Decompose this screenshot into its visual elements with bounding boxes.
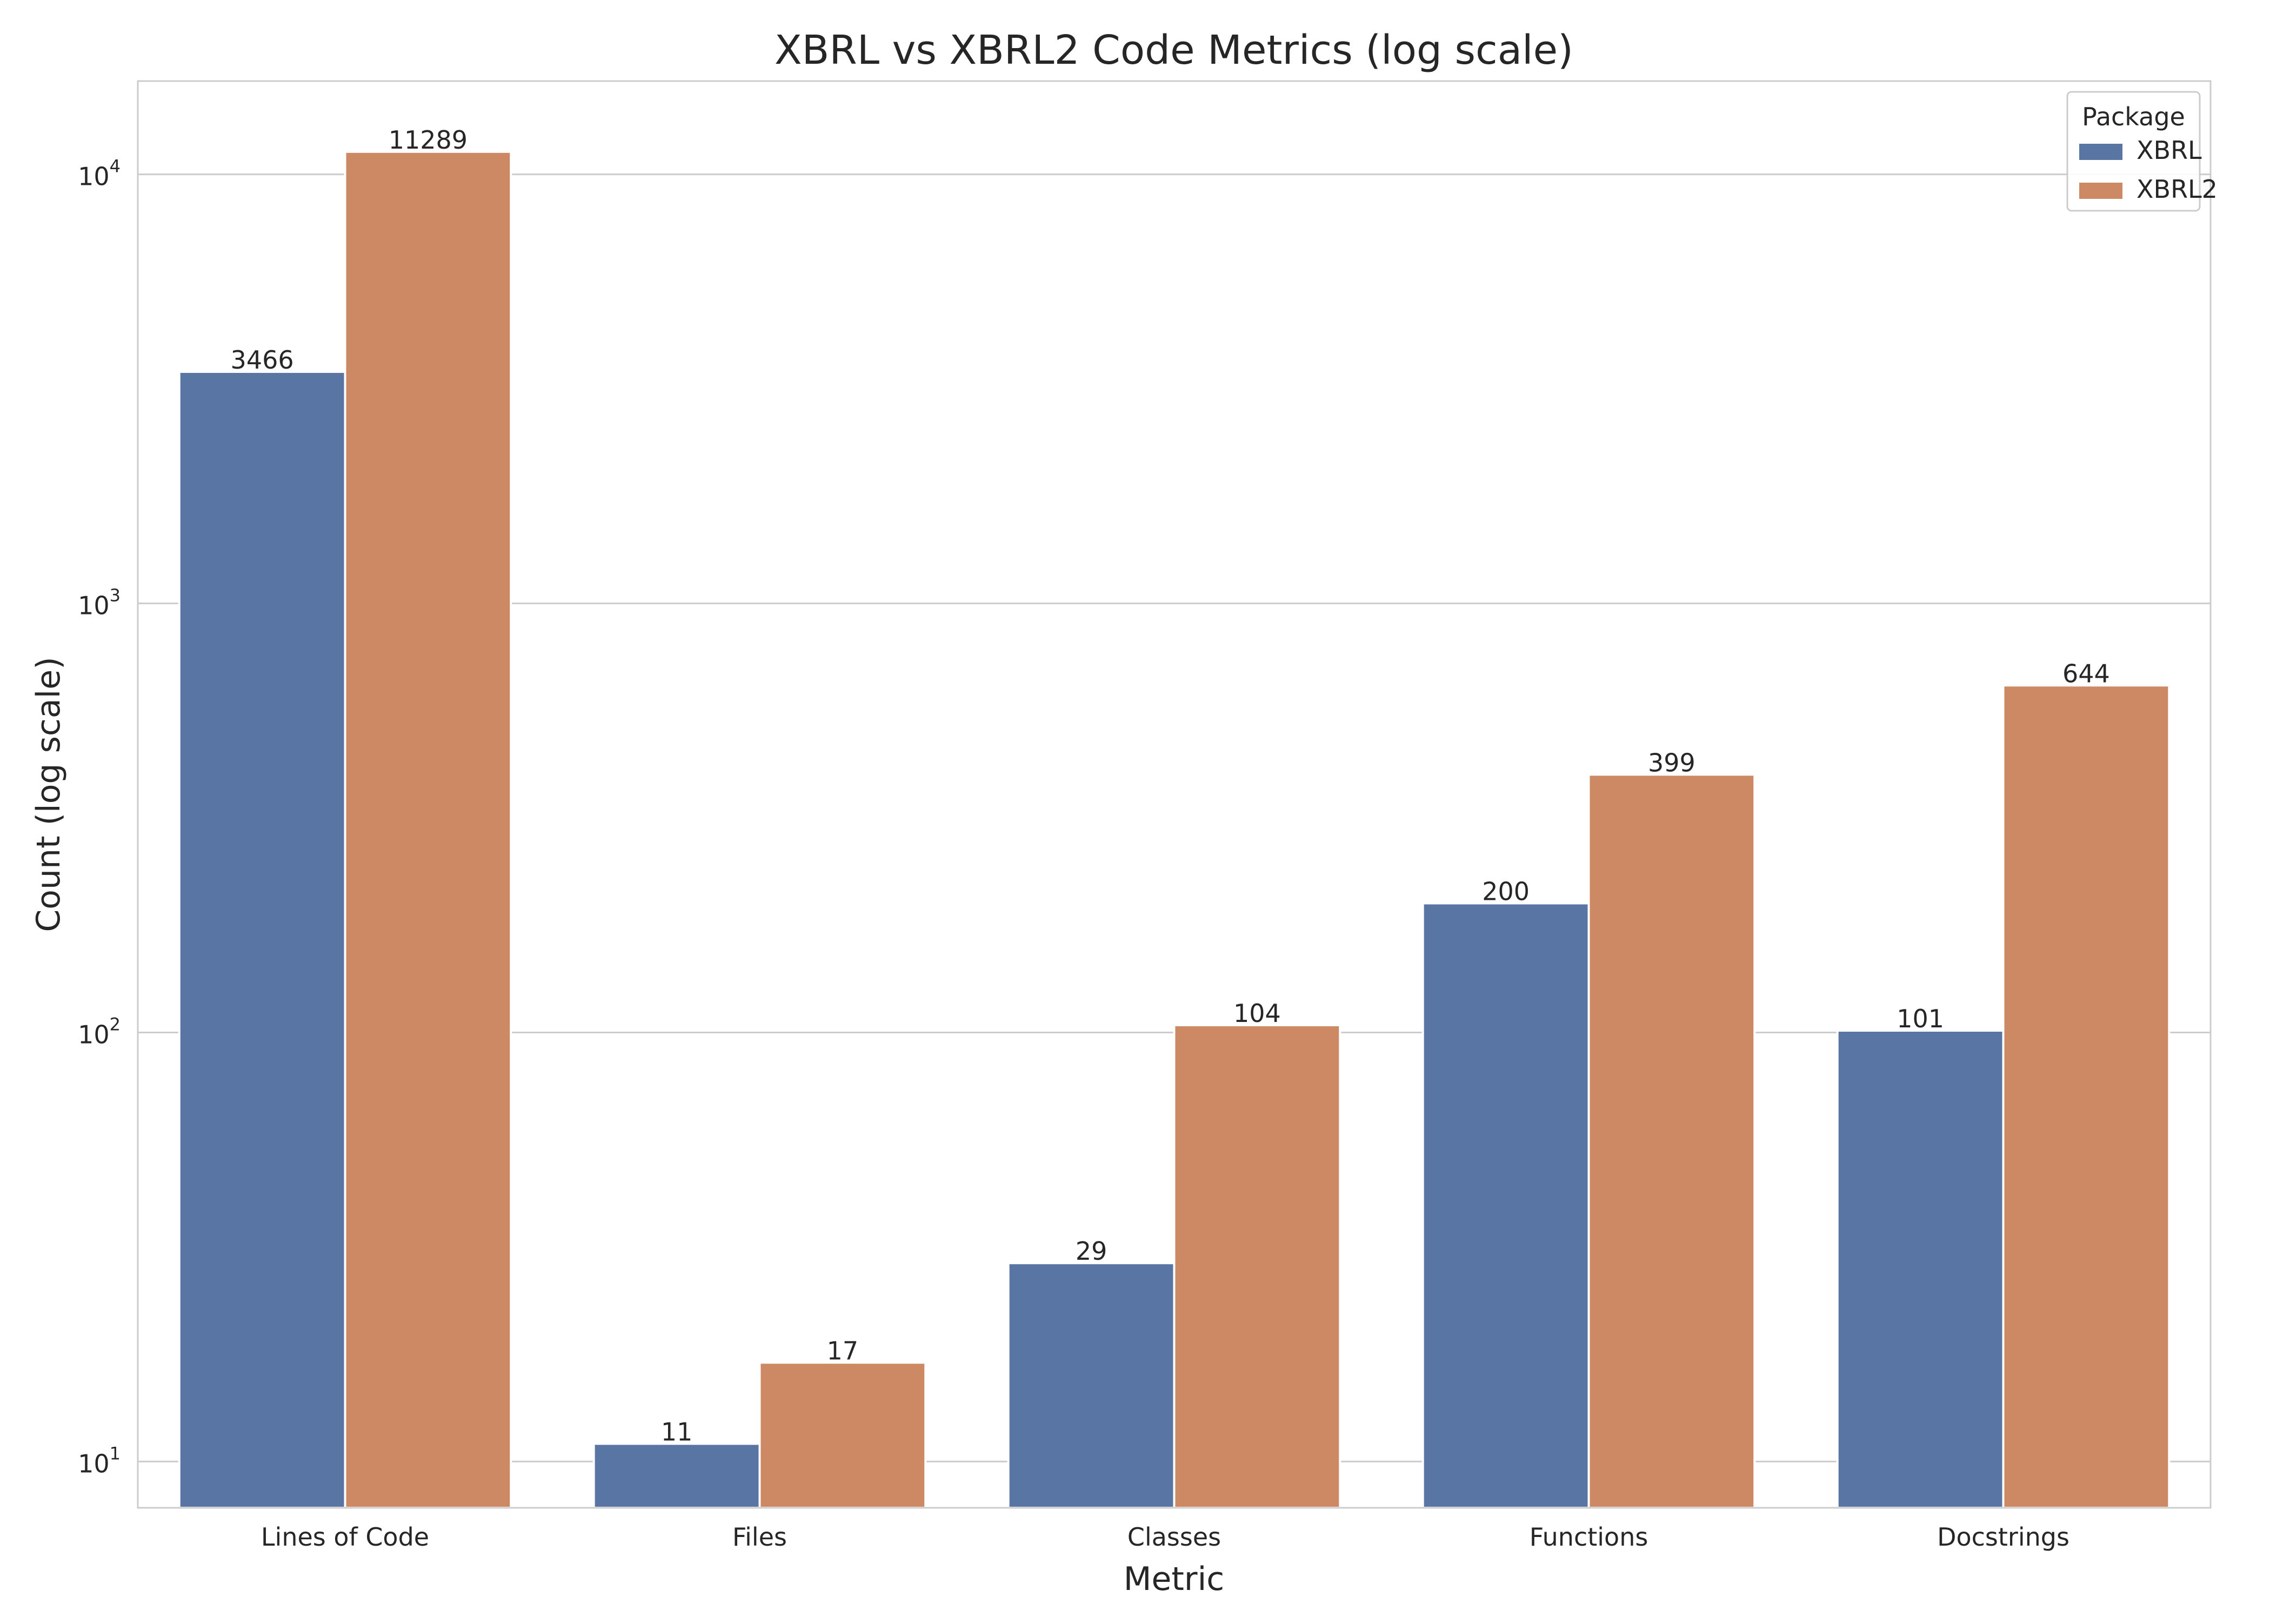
chart-title: XBRL vs XBRL2 Code Metrics (log scale): [775, 27, 1573, 73]
bar-xbrl2-lines-of-code: [344, 150, 512, 1509]
x-tick-label: Docstrings: [1937, 1522, 2069, 1552]
bar-xbrl2-files: [758, 1361, 927, 1509]
bar-value-label: 3466: [231, 345, 294, 375]
x-tick-label: Functions: [1530, 1522, 1648, 1552]
x-tick-label: Lines of Code: [261, 1522, 429, 1552]
x-tick-label: Classes: [1127, 1522, 1221, 1552]
plot-frame: [137, 80, 2212, 1509]
legend-title: Package: [2082, 102, 2185, 131]
legend-swatch-xbrl: [2079, 144, 2122, 160]
x-axis-label: Metric: [1124, 1560, 1225, 1598]
y-tick-label: 102: [78, 1014, 121, 1049]
bar-xbrl-docstrings: [1836, 1030, 2005, 1509]
bar-value-label: 101: [1897, 1004, 1944, 1033]
bar-value-label: 17: [827, 1336, 859, 1365]
bar-value-label: 644: [2062, 659, 2110, 688]
y-tick-label: 104: [78, 156, 121, 191]
y-tick-label: 101: [78, 1443, 121, 1478]
bar-value-label: 200: [1482, 877, 1530, 906]
legend-swatch-xbrl2: [2079, 183, 2122, 199]
bar-value-label: 104: [1233, 999, 1281, 1028]
bar-xbrl-classes: [1007, 1262, 1176, 1509]
bar-value-label: 29: [1076, 1237, 1107, 1266]
legend: Package XBRL XBRL2: [2066, 91, 2218, 212]
bar-value-label: 399: [1648, 748, 1695, 777]
bar-xbrl-functions: [1421, 902, 1590, 1509]
bar-xbrl2-functions: [1587, 773, 1756, 1509]
bar-xbrl-lines-of-code: [178, 370, 346, 1509]
x-tick-label: Files: [732, 1522, 787, 1552]
bar-xbrl2-docstrings: [2002, 684, 2171, 1509]
bar-value-label: 11: [661, 1417, 693, 1446]
y-tick-label: 103: [78, 585, 121, 620]
y-axis-label: Count (log scale): [30, 657, 68, 932]
legend-label-xbrl2: XBRL2: [2137, 175, 2218, 204]
bar-value-label: 11289: [389, 125, 468, 155]
legend-box: [2066, 91, 2201, 212]
legend-label-xbrl: XBRL: [2137, 136, 2202, 165]
bar-xbrl2-classes: [1173, 1024, 1341, 1509]
bar-xbrl-files: [592, 1442, 761, 1509]
